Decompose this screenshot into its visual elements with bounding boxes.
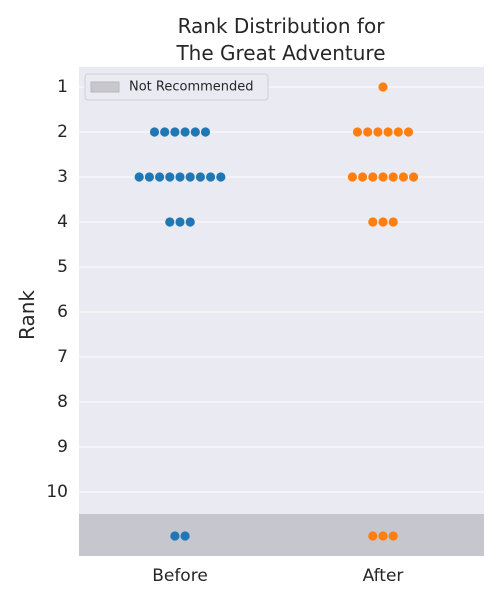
point-before-not_recommended-1 (170, 531, 180, 541)
point-before-3-8 (206, 172, 216, 182)
point-after-3-3 (368, 172, 378, 182)
legend-swatch-not-recommended (90, 81, 120, 93)
point-before-not_recommended-2 (180, 531, 190, 541)
point-after-2-2 (363, 127, 373, 137)
point-after-3-5 (388, 172, 398, 182)
point-after-not_recommended-1 (368, 531, 378, 541)
point-before-3-6 (185, 172, 195, 182)
point-after-3-1 (347, 172, 357, 182)
x-tick-labels: Before After (152, 566, 403, 586)
point-after-4-1 (368, 217, 378, 227)
point-after-2-6 (403, 127, 414, 137)
point-before-2-1 (149, 127, 160, 137)
legend: Not Recommended (84, 73, 269, 101)
point-after-2-4 (383, 127, 393, 137)
point-before-2-5 (190, 127, 200, 137)
y-tick-label-10: 10 (46, 482, 68, 502)
y-tick-label-7: 7 (57, 347, 68, 367)
point-before-2-6 (200, 127, 211, 137)
y-tick-label-5: 5 (57, 257, 68, 277)
x-tick-label-before: Before (152, 566, 208, 586)
legend-box (84, 73, 269, 101)
y-tick-label-6: 6 (57, 302, 68, 322)
point-after-4-2 (378, 217, 388, 227)
y-tick-label-8: 8 (57, 392, 68, 412)
point-before-4-2 (175, 217, 185, 227)
chart-title-line-1: Rank Distribution for (178, 14, 386, 38)
point-before-4-3 (185, 217, 195, 227)
point-before-3-9 (216, 172, 226, 182)
y-tick-label-1: 1 (57, 77, 68, 97)
point-before-2-4 (180, 127, 190, 137)
point-after-not_recommended-3 (388, 531, 398, 541)
point-after-not_recommended-2 (378, 531, 388, 541)
point-after-2-1 (352, 127, 363, 137)
not-recommended-band (79, 514, 484, 556)
y-tick-labels: 1 2 3 4 5 6 7 8 9 10 (46, 77, 68, 502)
point-after-2-3 (373, 127, 383, 137)
point-after-3-2 (358, 172, 368, 182)
point-before-2-2 (160, 127, 170, 137)
point-after-3-7 (409, 172, 419, 182)
point-before-2-3 (170, 127, 180, 137)
point-before-3-3 (155, 172, 165, 182)
point-before-3-7 (195, 172, 205, 182)
point-after-3-4 (378, 172, 388, 182)
point-after-1-1 (378, 82, 388, 92)
point-before-4-1 (165, 217, 175, 227)
point-after-4-3 (388, 217, 398, 227)
y-axis-label: Rank (15, 290, 39, 340)
y-tick-label-3: 3 (57, 167, 68, 187)
chart-title-line-2: The Great Adventure (175, 41, 385, 65)
data-points (134, 82, 419, 541)
y-tick-label-4: 4 (57, 212, 68, 232)
point-before-3-4 (165, 172, 175, 182)
legend-label-not-recommended: Not Recommended (129, 80, 254, 95)
point-before-3-5 (175, 172, 185, 182)
y-tick-label-2: 2 (57, 122, 68, 142)
point-before-3-1 (134, 172, 144, 182)
point-before-3-2 (144, 172, 154, 182)
x-tick-label-after: After (363, 566, 404, 586)
y-tick-label-9: 9 (57, 437, 68, 457)
point-after-2-5 (393, 127, 403, 137)
point-after-3-6 (398, 172, 408, 182)
